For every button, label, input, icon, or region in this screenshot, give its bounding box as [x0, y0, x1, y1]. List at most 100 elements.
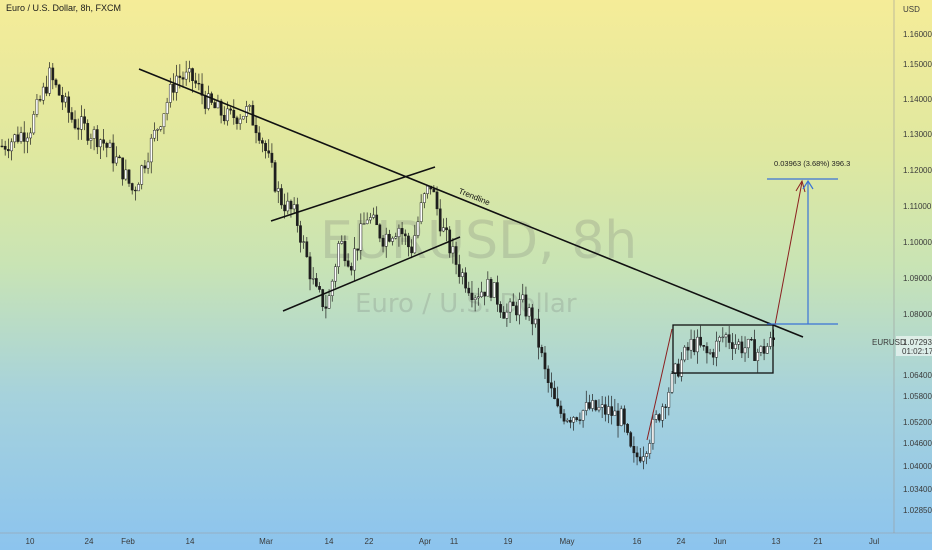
candle — [518, 292, 521, 325]
candle — [299, 220, 302, 253]
candle — [489, 277, 493, 302]
candle — [575, 416, 579, 422]
channel-lower-line[interactable] — [282, 236, 461, 312]
candle — [670, 371, 674, 395]
candle — [181, 71, 185, 88]
candle — [626, 423, 629, 436]
candle — [283, 193, 286, 219]
candle — [315, 273, 318, 288]
candle — [515, 301, 518, 322]
time-tick-label: Apr — [419, 537, 432, 546]
price-tick-label: 1.12000 — [903, 166, 932, 175]
candle — [45, 75, 48, 97]
candle — [699, 325, 702, 348]
candle — [108, 139, 112, 148]
candle — [149, 134, 153, 174]
candle — [343, 235, 347, 267]
measure-label: 0.03963 (3.68%) 396.3 — [774, 159, 850, 168]
candle — [743, 336, 747, 362]
projection-path-left — [646, 328, 673, 441]
candle — [127, 169, 131, 187]
price-tick-label: 1.16000 — [903, 30, 932, 39]
candle — [235, 115, 239, 130]
candle — [600, 395, 604, 418]
candle — [273, 159, 277, 193]
candle — [721, 327, 725, 343]
candle — [407, 232, 410, 257]
candle — [254, 116, 258, 144]
candle — [238, 114, 242, 130]
candle — [229, 106, 232, 115]
candle — [137, 182, 140, 192]
time-axis[interactable]: 10 24 Feb 14 Mar 14 22 Apr 11 19 May 16 24 Jun 13 21 Jul — [0, 532, 932, 546]
candle — [35, 93, 39, 118]
candle — [502, 306, 506, 319]
price-axis[interactable]: USD 1.160001.150001.140001.130001.120001… — [872, 0, 932, 533]
time-tick-label: Jun — [714, 537, 727, 546]
candle — [769, 331, 772, 350]
candle — [134, 186, 137, 201]
candle — [248, 104, 252, 112]
candle — [359, 213, 363, 260]
time-tick-label: Feb — [121, 537, 135, 546]
candle — [356, 248, 359, 261]
candle — [286, 192, 290, 215]
candle — [686, 342, 690, 361]
time-tick-label: 19 — [504, 537, 513, 546]
price-tick-label: 1.04600 — [903, 439, 932, 448]
candle — [381, 235, 385, 253]
consolidation-box[interactable] — [672, 324, 774, 374]
candle — [734, 334, 737, 354]
candle — [616, 403, 620, 438]
current-price-countdown: 01:02:17 — [902, 347, 932, 356]
time-tick-label: 14 — [186, 537, 195, 546]
channel-upper-line[interactable] — [270, 166, 436, 222]
candle — [153, 122, 156, 142]
candle — [172, 73, 175, 101]
price-tick-label: 1.13000 — [903, 130, 932, 139]
candle — [623, 405, 626, 433]
candle — [83, 108, 86, 131]
candle — [505, 303, 509, 327]
candle — [403, 229, 407, 246]
candle — [692, 330, 696, 356]
candle — [727, 326, 731, 350]
candle — [324, 294, 328, 319]
candle — [480, 281, 483, 298]
watermark-name: Euro / U.S. Dollar — [355, 289, 577, 319]
candle — [750, 337, 753, 341]
candle — [105, 141, 109, 158]
trendline[interactable] — [138, 68, 804, 338]
candle — [140, 164, 144, 190]
candle — [143, 159, 147, 174]
candle — [702, 344, 706, 351]
candle — [645, 451, 648, 465]
time-tick-label: 11 — [450, 537, 459, 546]
candle — [48, 62, 51, 97]
candle — [241, 115, 245, 120]
candle — [661, 403, 664, 428]
candle — [207, 85, 210, 111]
candle — [607, 395, 610, 424]
candle — [394, 232, 398, 240]
candle — [194, 72, 198, 89]
candle — [543, 346, 547, 379]
candle — [295, 197, 299, 233]
price-tick-labels: 1.16000 1.15000 1.14000 1.13000 1.12000 1.110… — [903, 30, 932, 515]
candle — [584, 390, 588, 416]
candle — [613, 398, 617, 416]
current-price-symbol: EURUSD — [872, 338, 906, 347]
candle — [521, 283, 525, 303]
price-tick-label: 1.09000 — [903, 274, 932, 283]
time-tick-label: 10 — [26, 537, 35, 546]
candle — [597, 399, 601, 413]
candle — [464, 267, 467, 293]
candle — [19, 126, 23, 144]
candle — [588, 394, 591, 411]
candle — [527, 303, 531, 321]
time-tick-label: 22 — [365, 537, 374, 546]
price-tick-label: 1.05800 — [903, 392, 932, 401]
chart-title: Euro / U.S. Dollar, 8h, FXCM — [6, 3, 122, 13]
